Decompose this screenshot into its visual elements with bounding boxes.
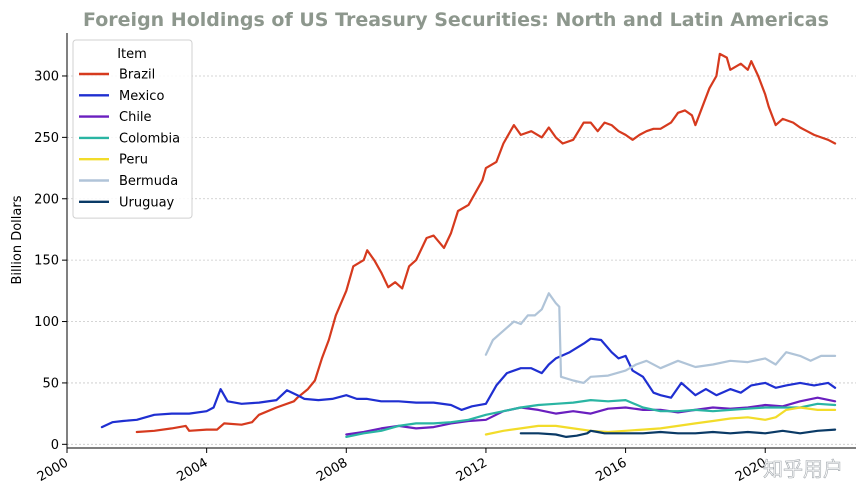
legend-title: Item: [117, 47, 147, 62]
series-line-chile: [345, 396, 837, 436]
y-tick-label: 150: [34, 254, 59, 269]
legend-label-chile: Chile: [119, 110, 152, 125]
y-tick-label: 200: [34, 192, 59, 207]
legend-label-bermuda: Bermuda: [119, 174, 178, 189]
series-line-colombia: [345, 399, 837, 438]
y-tick-label: 0: [51, 438, 59, 453]
x-tick-label: 2016: [593, 455, 629, 485]
y-axis-label: Billion Dollars: [10, 195, 25, 284]
x-tick-label: 2008: [314, 455, 350, 485]
x-tick-label: 2012: [454, 455, 490, 485]
legend-box: [72, 39, 193, 219]
legend-label-colombia: Colombia: [119, 131, 180, 146]
series-line-brazil: [135, 52, 837, 434]
series-lines: [100, 52, 837, 438]
axes: [66, 33, 856, 449]
series-line-peru: [484, 406, 837, 436]
series-line-bermuda: [484, 292, 837, 384]
y-tick-label: 250: [34, 131, 59, 146]
series-line-uruguay: [519, 428, 837, 438]
chart-title: Foreign Holdings of US Treasury Securiti…: [83, 9, 829, 31]
watermark: 知乎用户: [763, 457, 843, 481]
x-tick-label: 2004: [174, 455, 210, 485]
legend-label-brazil: Brazil: [119, 68, 155, 83]
y-tick-label: 300: [34, 69, 59, 84]
grid: [67, 75, 856, 445]
legend-label-mexico: Mexico: [119, 89, 164, 104]
series-line-mexico: [100, 337, 837, 429]
legend-label-peru: Peru: [119, 153, 148, 168]
legend: Item Brazil Mexico Chile Colombia Peru Bermuda…: [72, 39, 193, 219]
x-tick-label: 2000: [35, 455, 71, 485]
y-tick-label: 100: [34, 315, 59, 330]
y-tick-label: 50: [42, 376, 59, 391]
legend-label-uruguay: Uruguay: [119, 195, 175, 210]
